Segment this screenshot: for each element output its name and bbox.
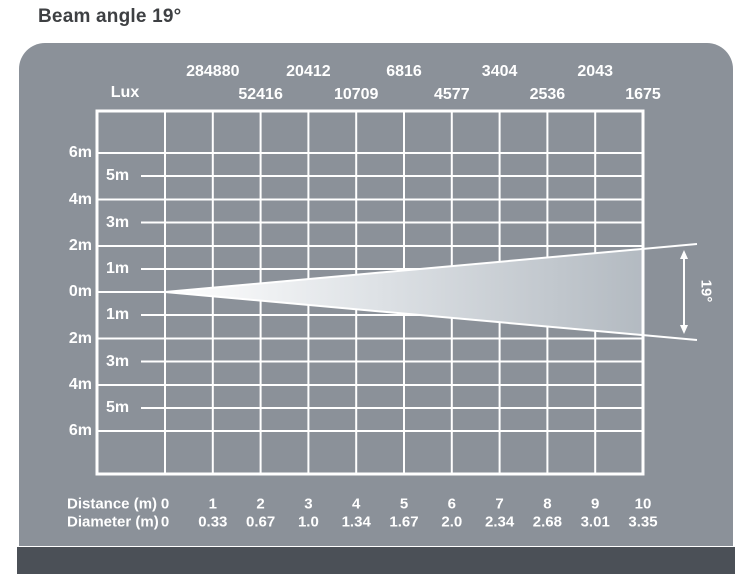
diameter-value-8: 2.68	[532, 513, 562, 531]
page-title: Beam angle 19°	[38, 6, 182, 27]
y-axis-label-even-1: 4m	[68, 190, 92, 208]
distance-value-6: 6	[447, 495, 456, 513]
lux-value-d6: 4577	[434, 86, 470, 103]
lux-value-d1: 284880	[186, 63, 240, 80]
diameter-value-3: 1.0	[297, 513, 319, 531]
distance-value-2: 2	[256, 495, 265, 513]
diameter-value-0: 0	[160, 513, 170, 531]
diameter-value-7: 2.34	[484, 513, 515, 531]
footer-bar	[17, 547, 735, 574]
beam-grid-and-cone	[95, 109, 698, 476]
y-axis-label-even-2: 2m	[68, 237, 92, 254]
distance-value-5: 5	[399, 495, 409, 513]
beam-angle-value-label: 19°	[697, 279, 715, 303]
y-axis-label-even-4: 2m	[68, 329, 92, 347]
y-axis-label-odd-5: 5m	[106, 399, 130, 416]
lux-axis-label: Lux	[110, 84, 140, 101]
diameter-value-1: 0.33	[198, 513, 228, 531]
distance-value-1: 1	[208, 495, 217, 513]
lux-value-d9: 2043	[577, 63, 613, 80]
y-axis-label-odd-3: 1m	[106, 306, 130, 323]
diameter-row-label: Diameter (m)	[67, 513, 159, 531]
y-axis-label-odd-0: 5m	[106, 167, 130, 184]
lux-value-d10: 1675	[625, 86, 661, 103]
y-axis-label-odd-2: 1m	[106, 260, 130, 277]
distance-value-9: 9	[591, 495, 600, 513]
diameter-value-10: 3.35	[628, 513, 658, 531]
y-axis-label-even-3: 0m	[68, 283, 92, 300]
distance-value-8: 8	[543, 495, 552, 513]
distance-value-10: 10	[634, 495, 652, 513]
lux-value-d2: 52416	[238, 86, 283, 103]
photometric-panel: Lux 19° 284880 52416 20412 10709 6816 4577 340…	[19, 43, 733, 546]
diameter-value-2: 0.67	[245, 513, 276, 531]
diameter-value-6: 2.0	[441, 513, 463, 531]
distance-value-0: 0	[160, 495, 170, 513]
lux-value-d8: 2536	[529, 86, 566, 103]
distance-value-3: 3	[304, 495, 313, 513]
diameter-value-5: 1.67	[389, 513, 419, 531]
lux-value-d3: 20412	[286, 63, 331, 80]
lux-value-d5: 6816	[386, 63, 422, 80]
distance-value-4: 4	[352, 495, 361, 513]
y-axis-label-odd-1: 3m	[106, 213, 130, 231]
y-axis-label-even-5: 4m	[68, 376, 92, 393]
distance-value-7: 7	[495, 495, 504, 513]
y-axis-label-even-0: 6m	[68, 144, 92, 161]
y-axis-label-odd-4: 3m	[106, 352, 130, 370]
y-axis-label-even-6: 6m	[68, 422, 92, 439]
lux-value-d7: 3404	[481, 63, 518, 80]
distance-row-label: Distance (m)	[67, 495, 158, 513]
diameter-value-4: 1.34	[341, 513, 371, 531]
diameter-value-9: 3.01	[580, 513, 610, 531]
lux-value-d4: 10709	[333, 86, 379, 103]
